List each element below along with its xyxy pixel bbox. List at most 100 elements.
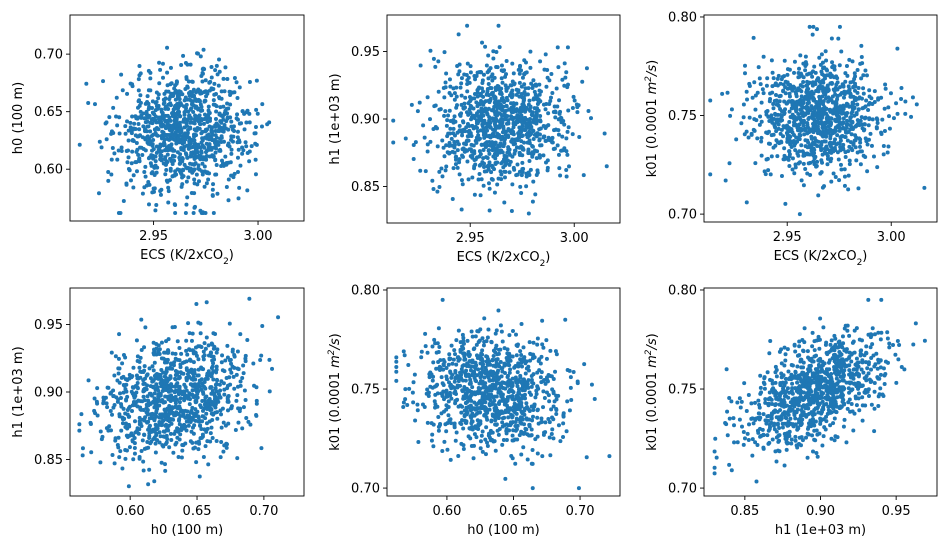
scatter-point [133,133,138,138]
scatter-point [778,118,783,123]
scatter-point [485,89,490,94]
scatter-point [245,188,250,193]
scatter-point [219,360,224,365]
scatter-point [201,455,206,459]
scatter-point [809,136,814,141]
scatter-point [816,86,821,91]
scatter-point [217,57,222,62]
scatter-point [168,168,173,173]
scatter-point [191,110,196,115]
scatter-point [864,73,869,78]
scatter-point [157,403,162,408]
scatter-point [850,59,855,64]
scatter-point [415,408,420,413]
scatter-point [496,368,501,373]
y-tick-label: 0.90 [351,113,380,128]
scatter-point [143,164,148,169]
scatter-point [485,134,490,139]
scatter-point [159,107,164,112]
scatter-point [128,125,133,130]
scatter-point [549,407,554,412]
scatter-point [196,142,201,147]
scatter-point [778,131,783,136]
x-tick-label: 2.95 [773,230,802,245]
scatter-point [517,135,522,140]
scatter-point [552,128,557,133]
scatter-point [466,101,471,106]
scatter-point [446,413,451,418]
scatter-point [431,186,436,191]
scatter-point [547,435,552,440]
scatter-point [592,396,597,401]
scatter-point [761,91,766,96]
scatter-point [130,409,134,414]
scatter-point [852,138,857,143]
scatter-point [203,377,208,382]
scatter-point [814,120,819,125]
scatter-point [444,123,449,128]
scatter-point [477,410,482,415]
scatter-point [505,85,510,90]
scatter-point [141,394,146,399]
scatter-point [209,391,214,396]
scatter-point [565,129,570,134]
scatter-point [859,76,864,81]
scatter-point [887,126,892,131]
scatter-point [455,375,460,380]
scatter-point [535,107,540,112]
scatter-point [812,109,817,114]
scatter-point [835,94,840,99]
scatter-point [186,79,191,84]
scatter-point [759,135,764,140]
scatter-point [489,339,494,344]
scatter-point [514,411,519,416]
scatter-point [496,308,501,313]
scatter-point [79,412,84,417]
scatter-point [198,331,203,336]
scatter-point [507,151,512,156]
scatter-point [143,127,147,132]
scatter-point [787,164,792,169]
scatter-point [177,133,182,138]
scatter-point [564,429,569,434]
scatter-point [213,405,218,410]
scatter-point [788,114,793,119]
scatter-point [502,200,507,205]
scatter-point [570,105,575,110]
scatter-point [394,364,399,369]
scatter-point [253,125,258,130]
scatter-point [135,376,140,381]
scatter-point [110,146,115,151]
scatter-point [816,89,821,94]
scatter-point [822,184,827,189]
scatter-point [158,67,163,72]
scatter-point [543,138,548,143]
scatter-point [449,136,454,141]
scatter-point [150,190,155,195]
scatter-point [194,301,199,306]
scatter-point [225,355,230,360]
scatter-point [857,95,862,100]
scatter-point [502,415,507,420]
scatter-point [92,396,97,401]
scatter-point [157,60,162,65]
scatter-point [147,416,152,421]
scatter-point [862,122,867,127]
scatter-point [803,54,808,59]
scatter-point [146,482,151,487]
scatter-point [866,108,871,113]
scatter-point [459,375,464,380]
scatter-point [442,154,447,159]
scatter-point [138,375,143,380]
scatter-point [178,365,183,370]
scatter-point [759,119,764,124]
scatter-point [489,418,494,423]
scatter-point [812,147,817,152]
scatter-point [792,59,797,64]
scatter-point [522,392,527,397]
scatter-point [186,321,191,326]
scatter-point [787,91,792,96]
scatter-point [164,366,169,371]
scatter-point [111,105,116,110]
scatter-point [824,146,829,151]
